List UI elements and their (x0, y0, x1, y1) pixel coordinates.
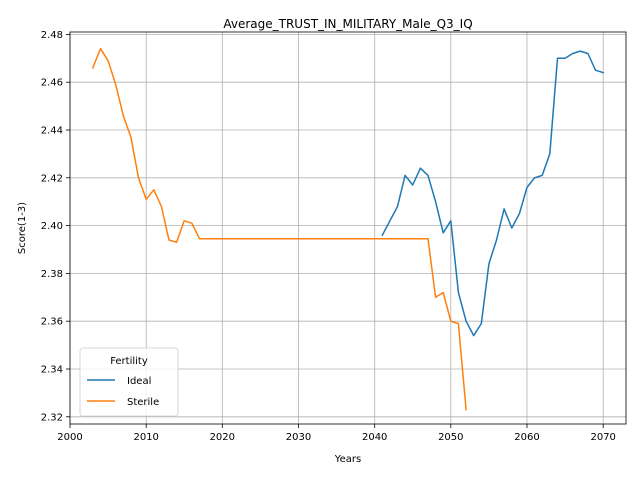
x-tick-label: 2040 (362, 432, 387, 443)
y-tick-label: 2.36 (41, 317, 63, 328)
legend-box (79, 347, 179, 417)
y-tick-label: 2.34 (41, 365, 63, 376)
x-tick-label: 2000 (57, 432, 82, 443)
y-tick-label: 2.38 (41, 269, 63, 280)
y-tick-label: 2.32 (41, 412, 63, 423)
x-axis-label: Years (334, 454, 361, 465)
legend-label-ideal: Ideal (127, 376, 151, 387)
y-axis-label: Score(1-3) (17, 202, 28, 254)
series-line-ideal (381, 50, 605, 337)
x-tick-label: 2060 (514, 432, 539, 443)
x-tick-label: 2010 (133, 432, 158, 443)
grid (69, 32, 626, 424)
legend: Fertility Ideal Sterile (79, 347, 179, 417)
y-tick-label: 2.40 (41, 221, 63, 232)
plot-frame (69, 31, 627, 425)
x-tick-label: 2020 (210, 432, 235, 443)
series-line-sterile (91, 47, 467, 411)
chart-title: Average_TRUST_IN_MILITARY_Male_Q3_IQ (223, 17, 472, 31)
x-tick-label: 2030 (286, 432, 311, 443)
series-group (91, 47, 605, 411)
legend-title: Fertility (110, 356, 148, 367)
y-tick-label: 2.48 (41, 30, 63, 41)
y-tick-label: 2.44 (41, 126, 63, 137)
y-tick-label: 2.42 (41, 173, 63, 184)
axis-ticks: 2000 2010 2020 2030 2040 2050 2060 2070 2.32 2.34… (41, 30, 616, 443)
legend-label-sterile: Sterile (127, 397, 159, 408)
x-tick-label: 2070 (590, 432, 615, 443)
y-tick-label: 2.46 (41, 78, 63, 89)
x-tick-label: 2050 (438, 432, 463, 443)
